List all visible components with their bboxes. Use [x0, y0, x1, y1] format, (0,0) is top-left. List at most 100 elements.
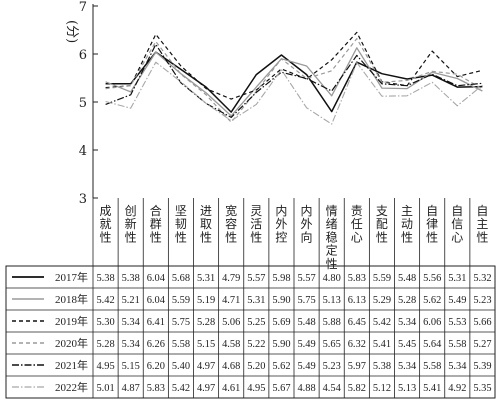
y-tick-label-1: 4 [79, 144, 87, 159]
table-cell: 5.42 [172, 383, 190, 394]
table-cell: 4.79 [222, 273, 240, 284]
legend-label-2020年: 2020年 [55, 336, 88, 350]
table-cell: 4.95 [247, 383, 265, 394]
table-cell: 6.20 [147, 361, 165, 372]
table-cell: 5.83 [348, 273, 366, 284]
table-cell: 5.31 [197, 273, 215, 284]
table-cell: 5.34 [398, 317, 417, 328]
table-cell: 4.58 [222, 339, 240, 350]
legend-label-2021年: 2021年 [55, 358, 88, 372]
legend-label-2022年: 2022年 [55, 380, 88, 394]
table-cell: 5.19 [197, 295, 215, 306]
table-cell: 5.21 [122, 295, 140, 306]
table-cell: 6.26 [147, 339, 165, 350]
table-cell: 5.31 [448, 273, 466, 284]
table-cell: 5.49 [297, 339, 315, 350]
table-cell: 5.59 [172, 295, 190, 306]
category-label-15: 自主性 [476, 204, 488, 244]
table-cell: 5.56 [423, 273, 441, 284]
table-cell: 5.90 [272, 339, 290, 350]
table-cell: 5.42 [373, 317, 391, 328]
table-cell: 5.41 [373, 339, 391, 350]
y-tick-label-4: 7 [79, 0, 87, 15]
table-cell: 6.13 [348, 295, 366, 306]
table-cell: 5.06 [222, 317, 240, 328]
table-cell: 6.04 [147, 295, 166, 306]
table-cell: 5.67 [272, 383, 290, 394]
table-cell: 5.15 [197, 339, 215, 350]
category-label-8: 内外向 [301, 204, 313, 244]
table-cell: 5.34 [122, 317, 141, 328]
table-cell: 6.45 [348, 317, 366, 328]
table-cell: 4.87 [122, 383, 140, 394]
table-cell: 4.97 [197, 383, 215, 394]
category-label-11: 支配性 [376, 204, 388, 244]
table-cell: 5.32 [473, 273, 491, 284]
table-cell: 5.38 [373, 361, 391, 372]
table-cell: 4.71 [222, 295, 240, 306]
table-cell: 5.48 [297, 317, 315, 328]
table-cell: 5.66 [473, 317, 491, 328]
table-cell: 5.41 [423, 383, 441, 394]
table-cell: 5.15 [122, 361, 140, 372]
table-cell: 5.31 [247, 295, 265, 306]
table-cell: 5.49 [448, 295, 466, 306]
table-cell: 5.29 [373, 295, 391, 306]
category-label-9: 情绪稳定性 [326, 204, 338, 271]
table-cell: 5.27 [473, 339, 491, 350]
y-tick-label-3: 6 [79, 48, 87, 63]
table-cell: 6.41 [147, 317, 165, 328]
table-cell: 4.80 [323, 273, 341, 284]
table-cell: 5.83 [147, 383, 165, 394]
table-cell: 4.54 [323, 383, 342, 394]
category-label-3: 坚韧性 [175, 204, 187, 244]
legend-label-2018年: 2018年 [55, 292, 88, 306]
table-cell: 5.90 [272, 295, 290, 306]
series-line-2020年 [105, 37, 483, 123]
table-cell: 5.12 [373, 383, 391, 394]
table-cell: 5.34 [122, 339, 141, 350]
category-label-0: 成就性 [100, 204, 112, 244]
table-cell: 4.95 [96, 361, 114, 372]
category-label-12: 主动性 [401, 204, 413, 244]
table-cell: 5.58 [172, 339, 190, 350]
table-cell: 5.98 [272, 273, 290, 284]
table-cell: 5.22 [247, 339, 265, 350]
table-cell: 5.35 [473, 383, 491, 394]
table-cell: 5.97 [348, 361, 366, 372]
table-cell: 5.38 [122, 273, 140, 284]
table-cell: 5.58 [423, 361, 441, 372]
category-label-2: 合群性 [150, 203, 162, 244]
table-cell: 5.28 [197, 317, 215, 328]
y-tick-label-2: 5 [79, 96, 87, 111]
table-cell: 6.32 [348, 339, 366, 350]
table-cell: 5.64 [423, 339, 442, 350]
table-cell: 5.68 [172, 273, 190, 284]
category-label-7: 内外控 [275, 204, 287, 244]
table-cell: 5.53 [448, 317, 466, 328]
table-cell: 5.30 [96, 317, 114, 328]
table-cell: 5.65 [323, 339, 341, 350]
table-cell: 5.45 [398, 339, 416, 350]
table-cell: 5.62 [423, 295, 441, 306]
table-cell: 5.28 [398, 295, 416, 306]
series-line-2021年 [105, 43, 483, 119]
table-cell: 5.01 [96, 383, 114, 394]
category-label-10: 责任心 [351, 204, 363, 244]
table-cell: 5.75 [297, 295, 315, 306]
category-label-6: 灵活性 [250, 204, 262, 244]
y-axis-label: (分) [64, 20, 79, 43]
y-tick-label-0: 3 [79, 192, 87, 207]
series-line-2022年 [105, 61, 483, 125]
series-line-2019年 [105, 31, 483, 100]
table-cell: 5.34 [398, 361, 417, 372]
table-cell: 5.20 [247, 361, 265, 372]
table-cell: 5.88 [323, 317, 341, 328]
table-cell: 5.23 [473, 295, 491, 306]
table-cell: 5.57 [247, 273, 265, 284]
table-cell: 4.68 [222, 361, 240, 372]
table-cell: 5.58 [448, 339, 466, 350]
table-cell: 5.62 [272, 361, 290, 372]
